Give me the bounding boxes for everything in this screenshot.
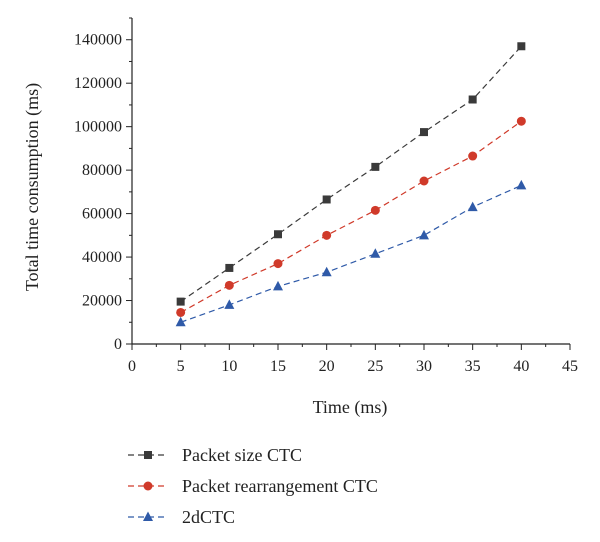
legend-label: Packet size CTC <box>182 445 302 465</box>
data-point <box>175 316 186 327</box>
y-tick-label: 40000 <box>82 249 122 266</box>
x-tick-label: 35 <box>465 358 481 375</box>
data-point <box>468 95 477 104</box>
legend-item: Packet rearrangement CTC <box>128 476 378 496</box>
y-tick-label: 60000 <box>82 206 122 223</box>
x-tick-label: 15 <box>270 358 286 375</box>
data-point <box>370 248 381 258</box>
data-point <box>371 162 380 171</box>
y-tick-label: 100000 <box>74 119 122 136</box>
y-tick-label: 140000 <box>74 32 122 49</box>
y-axis-title: Total time consumption (ms) <box>22 83 43 291</box>
legend-marker <box>143 511 153 521</box>
x-tick-label: 40 <box>513 358 529 375</box>
data-point <box>322 195 331 204</box>
data-point <box>516 116 526 126</box>
x-axis-title: Time (ms) <box>313 397 388 418</box>
data-point <box>419 229 429 240</box>
series-2 <box>175 179 527 327</box>
x-tick-label: 10 <box>221 358 237 375</box>
data-point <box>517 42 526 51</box>
data-point <box>273 280 283 291</box>
x-tick-label: 0 <box>128 358 136 375</box>
legend-item: Packet size CTC <box>128 445 302 465</box>
y-tick-label: 120000 <box>74 75 122 92</box>
legend: Packet size CTC Packet rearrangement CTC 2… <box>128 445 378 527</box>
legend-label: Packet rearrangement CTC <box>182 476 378 496</box>
data-point <box>321 266 332 277</box>
y-tick-label: 20000 <box>82 293 122 310</box>
series-line <box>180 45 522 303</box>
data-point <box>468 151 478 161</box>
data-point <box>176 297 185 306</box>
x-tick-label: 25 <box>367 358 383 375</box>
data-point <box>516 179 527 190</box>
legend-item: 2dCTC <box>128 507 235 527</box>
data-point <box>176 307 186 317</box>
x-tick-label: 20 <box>319 358 335 375</box>
data-point <box>224 299 235 309</box>
legend-marker <box>144 451 152 459</box>
series-line <box>180 184 522 323</box>
data-point <box>225 263 234 272</box>
data-point <box>322 230 332 240</box>
legend-label: 2dCTC <box>182 507 235 527</box>
legend-marker <box>143 481 153 491</box>
x-tick-label: 5 <box>177 358 185 375</box>
x-tick-label: 45 <box>562 358 578 375</box>
axes: 0 5 10 15 20 25 30 35 40 45 0 20000 40000 60000 80000 1… <box>74 17 578 375</box>
plot-area <box>175 42 527 327</box>
x-tick-label: 30 <box>416 358 432 375</box>
data-point <box>370 205 380 215</box>
data-point <box>274 230 282 239</box>
data-point <box>224 280 234 290</box>
data-point <box>273 259 283 269</box>
y-tick-label: 0 <box>114 336 122 353</box>
series-1 <box>176 116 526 317</box>
data-point <box>420 128 428 137</box>
data-point <box>419 176 429 186</box>
series-0 <box>176 42 526 306</box>
y-tick-label: 80000 <box>82 162 122 179</box>
series-line <box>180 120 522 314</box>
data-point <box>467 201 478 212</box>
